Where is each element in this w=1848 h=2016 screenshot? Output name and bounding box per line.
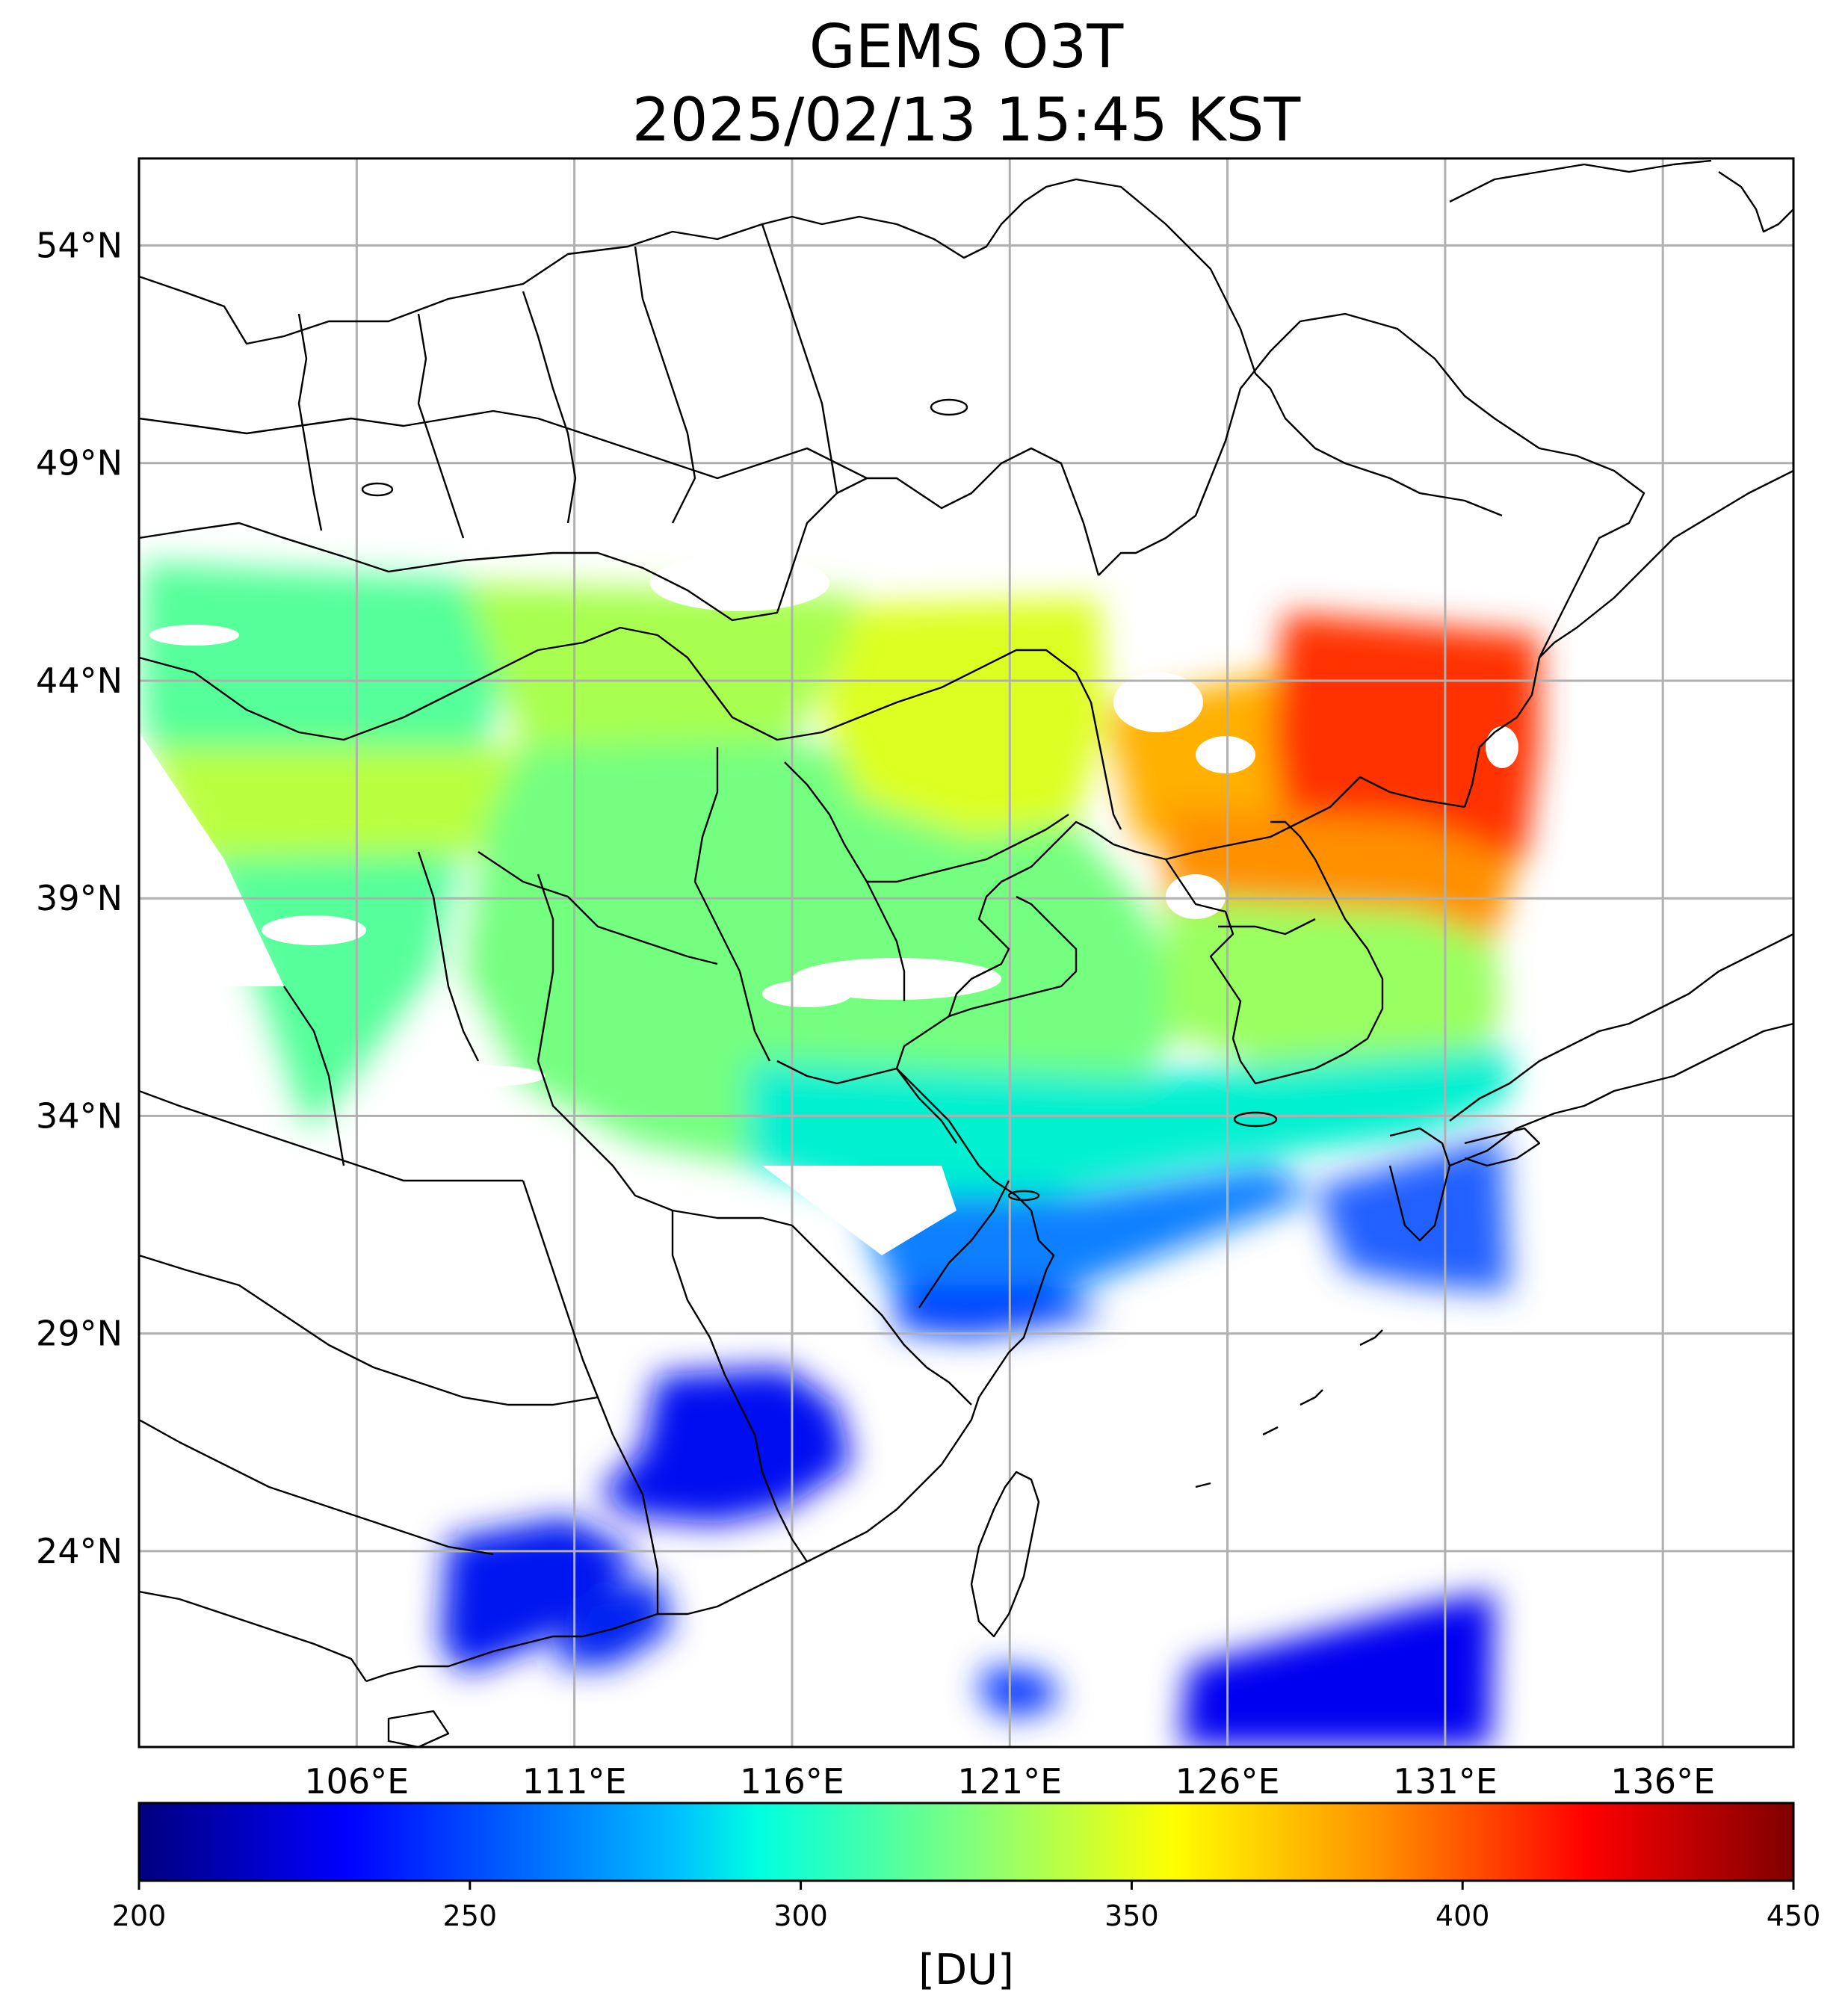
latitude-tick-labels: 54°N 49°N 44°N 39°N 34°N 29°N 24°N <box>36 225 123 1571</box>
coast-japan-kyushu <box>1388 1127 1451 1242</box>
ozone-region-guangxi-patch <box>441 1517 635 1674</box>
border-china-north-korea <box>1165 776 1465 861</box>
lake-khyargas <box>361 482 394 497</box>
border-korea-dmz <box>1218 918 1316 936</box>
colorbar-tick-label: 300 <box>773 1899 828 1932</box>
latitude-tick-label: 29°N <box>36 1314 123 1354</box>
coast-east-china <box>365 1015 1055 1683</box>
longitude-tick-label: 126°E <box>1175 1761 1280 1802</box>
provincial-borders <box>139 626 1122 1682</box>
island-taiwan <box>970 1471 1040 1638</box>
border-ussuri <box>1463 657 1541 808</box>
ozone-region-south-china <box>598 1367 852 1524</box>
map-area <box>139 158 1793 1747</box>
boundaries <box>139 159 1793 1747</box>
colorbar-tick-label: 250 <box>443 1899 498 1932</box>
longitude-tick-label: 111°E <box>522 1761 627 1802</box>
coast-japan-shikoku <box>1464 1127 1541 1167</box>
colorbar-ticks: 200 250 300 350 400 450 <box>112 1881 1821 1932</box>
ozone-field <box>139 554 1539 1747</box>
colorbar: 200 250 300 350 400 450 [DU] <box>112 1802 1821 1994</box>
map-title-line2: 2025/02/13 15:45 KST <box>632 85 1302 155</box>
border-amur <box>1098 312 1645 658</box>
latitude-tick-label: 34°N <box>36 1095 123 1136</box>
colorbar-tick-label: 400 <box>1436 1899 1490 1932</box>
colorbar-gradient <box>139 1803 1793 1881</box>
coast-russia-far-east <box>1539 469 1793 658</box>
island-jeju <box>1233 1111 1278 1128</box>
ozone-region-japan-south <box>1315 1136 1509 1293</box>
colorbar-tick-label: 450 <box>1767 1899 1821 1932</box>
colorbar-frame <box>137 1802 1795 1882</box>
ozone-region-northeast <box>822 598 1106 837</box>
latitude-tick-label: 24°N <box>36 1531 123 1571</box>
colorbar-tick-label: 350 <box>1104 1899 1159 1932</box>
ozone-region-guangdong-patch <box>553 1577 673 1666</box>
latitude-tick-label: 49°N <box>36 443 123 483</box>
longitude-tick-label: 136°E <box>1610 1761 1715 1802</box>
ozone-region-taiwan-east-speck <box>979 1666 1061 1719</box>
ozone-region-west-pacific <box>1181 1592 1495 1747</box>
coast-liaodong-bohai <box>948 820 1166 1018</box>
coast-korean-peninsula <box>1165 820 1384 1085</box>
islands-ryukyu <box>1195 1329 1383 1488</box>
longitude-tick-label: 116°E <box>740 1761 844 1802</box>
colorbar-tick-label: 200 <box>112 1899 167 1932</box>
map-frame <box>137 157 1795 1748</box>
coast-japan-honshu <box>1449 933 1793 1122</box>
ozone-region-korea-east-sea <box>1270 613 1539 867</box>
ozone-region-yellow-sea-south <box>747 1046 1509 1196</box>
lake-hulun <box>930 398 968 416</box>
longitude-tick-labels: 106°E 111°E 116°E 121°E 126°E 131°E 136°E <box>304 1761 1715 1802</box>
latitude-tick-label: 39°N <box>36 878 123 918</box>
map-title-line1: GEMS O3T <box>809 12 1125 81</box>
border-russia-mongolia <box>139 178 1503 517</box>
graticule <box>139 158 1793 1747</box>
mongolia-internal-borders <box>139 223 868 539</box>
ozone-region-east-china-sea <box>859 1166 1315 1315</box>
coast-sakhalin <box>1718 171 1793 233</box>
latitude-tick-label: 44°N <box>36 661 123 701</box>
ozone-region-inner-mongolia <box>463 583 859 785</box>
latitude-tick-label: 54°N <box>36 225 123 265</box>
lake-taihu <box>1007 1190 1040 1202</box>
ozone-region-korean-peninsula <box>1166 897 1502 1069</box>
ozone-region-hangzhou-blue <box>897 1285 1106 1338</box>
colorbar-unit-label: [DU] <box>918 1946 1014 1994</box>
cloud-gaps <box>139 554 1518 1255</box>
border-mongolia-china <box>139 447 1100 622</box>
island-hainan <box>387 1710 450 1747</box>
longitude-tick-label: 121°E <box>957 1761 1062 1802</box>
coast-russia-north <box>1449 159 1712 203</box>
longitude-tick-label: 131°E <box>1393 1761 1498 1802</box>
longitude-tick-label: 106°E <box>304 1761 409 1802</box>
